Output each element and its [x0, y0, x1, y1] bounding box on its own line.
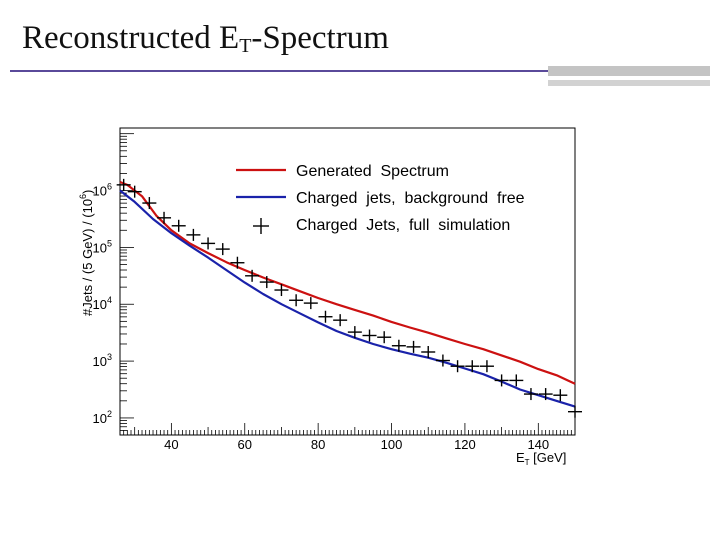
data-point-cross: [465, 360, 480, 373]
data-point-cross: [450, 360, 465, 373]
x-tick-label: 120: [454, 437, 476, 452]
legend-entry: Generated Spectrum: [236, 163, 449, 180]
y-tick-label: 105: [93, 238, 112, 255]
data-point-cross: [538, 388, 553, 401]
y-tick-label: 104: [93, 295, 112, 312]
legend-label: Charged Jets, full simulation: [296, 217, 510, 234]
x-tick-label: 60: [238, 437, 252, 452]
data-point-cross: [245, 269, 260, 282]
data-point-cross: [568, 405, 582, 418]
data-point-cross: [509, 374, 524, 387]
data-point-cross: [391, 339, 406, 352]
slide-title-suffix: -Spectrum: [251, 20, 389, 56]
data-point-cross: [157, 211, 172, 224]
data-point-cross: [318, 310, 333, 323]
data-point-cross: [274, 284, 289, 297]
y-tick-label: 103: [93, 352, 112, 369]
slide-title-subscript: T: [239, 35, 252, 57]
data-point-cross: [259, 276, 274, 289]
legend-entry: Charged Jets, full simulation: [253, 217, 510, 234]
slide-title-main: Reconstructed E: [22, 20, 240, 56]
y-tick-label: 102: [93, 409, 112, 426]
series-line-generated: [119, 180, 576, 385]
data-point-cross: [553, 389, 568, 402]
data-point-cross: [215, 243, 230, 256]
data-point-cross: [362, 329, 377, 342]
x-axis-label: ET [GeV]: [516, 450, 566, 467]
legend-label: Charged jets, background free: [296, 190, 525, 207]
data-point-cross: [377, 331, 392, 344]
data-point-cross: [116, 178, 131, 191]
series-full-simulation: [116, 178, 582, 418]
legend-label: Generated Spectrum: [296, 163, 449, 180]
x-tick-label: 140: [527, 437, 549, 452]
data-point-cross: [171, 219, 186, 232]
y-axis-label: #Jets / (5 GeV) / (106): [78, 190, 95, 316]
x-tick-label: 40: [164, 437, 178, 452]
data-point-cross: [230, 256, 245, 269]
data-point-cross: [142, 197, 157, 210]
data-point-cross: [186, 228, 201, 241]
y-tick-label: 106: [93, 182, 112, 199]
data-point-cross: [523, 388, 538, 401]
data-point-cross: [127, 185, 142, 198]
title-underline: [10, 70, 678, 72]
data-point-cross: [347, 326, 362, 339]
x-tick-label: 80: [311, 437, 325, 452]
title-accent-bar-lower: [548, 80, 710, 86]
data-point-cross: [479, 360, 494, 373]
data-point-cross: [303, 297, 318, 310]
data-point-cross: [201, 237, 216, 250]
slide-title: Reconstructed ET-Spectrum: [22, 20, 389, 58]
legend-entry: Charged jets, background free: [236, 190, 525, 207]
x-tick-label: 100: [381, 437, 403, 452]
data-point-cross: [333, 314, 348, 327]
data-point-cross: [406, 340, 421, 353]
title-accent-bar: [548, 66, 710, 76]
data-point-cross: [289, 294, 304, 307]
data-point-cross: [435, 354, 450, 367]
data-point-cross: [421, 345, 436, 358]
data-point-cross: [494, 374, 509, 387]
